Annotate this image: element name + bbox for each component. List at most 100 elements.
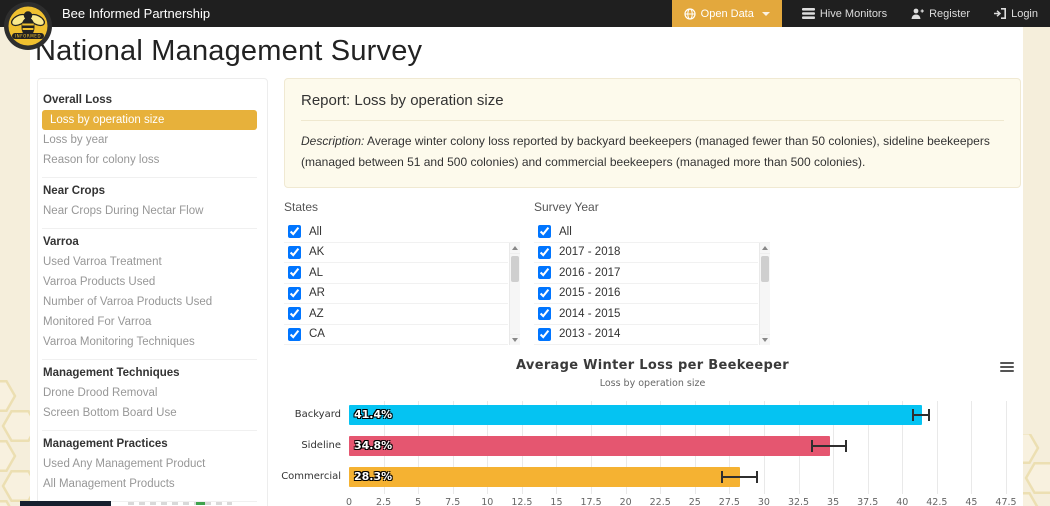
filter-option-row[interactable]: CA xyxy=(284,325,508,345)
sidebar-item[interactable]: Loss by year xyxy=(43,134,109,146)
x-axis-tick-label: 17.5 xyxy=(580,497,602,506)
error-bar-line xyxy=(913,414,929,416)
error-bar-line xyxy=(812,445,846,447)
chart-export-menu-icon[interactable] xyxy=(999,360,1015,374)
scrollbar-up-arrow[interactable] xyxy=(510,243,520,254)
x-axis-tick-label: 0 xyxy=(345,497,353,506)
nav-login-label: Login xyxy=(1011,7,1038,20)
filter-option-label: 2017 - 2018 xyxy=(559,246,621,259)
filter-option-row[interactable]: AK xyxy=(284,243,508,263)
filter-option-row[interactable]: 2015 - 2016 xyxy=(534,284,758,304)
filter-option-label: AR xyxy=(309,287,325,300)
chart-category-label: Backyard xyxy=(294,409,341,420)
chart-gridline xyxy=(1006,401,1007,494)
report-divider xyxy=(301,120,1004,121)
filter-option-checkbox[interactable] xyxy=(538,286,551,300)
sidebar-item[interactable]: Near Crops During Nectar Flow xyxy=(43,205,204,217)
filter-option-checkbox[interactable] xyxy=(288,225,301,239)
sidebar-group: Varroa Used Varroa Treatment Varroa Produc… xyxy=(42,228,257,359)
filter-option-row[interactable]: 2014 - 2015 xyxy=(534,304,758,325)
filters-row: States All AK AL AR AZ CA Survey Year All 2017… xyxy=(284,200,1021,345)
chart-bar-sideline[interactable]: 34.8% xyxy=(349,436,831,456)
scroll-up-icon xyxy=(512,245,518,250)
filter-option-row[interactable]: 2016 - 2017 xyxy=(534,263,758,284)
bee-informed-logo[interactable]: INFORMED xyxy=(4,2,52,50)
nav-hive-monitors[interactable]: Hive Monitors xyxy=(790,0,899,27)
sidebar-item[interactable]: Drone Drood Removal xyxy=(43,387,158,399)
sidebar-item[interactable]: Reason for colony loss xyxy=(43,154,160,166)
sidebar-group-header: Varroa xyxy=(43,236,79,248)
sidebar-item[interactable]: Varroa Products Used xyxy=(43,276,156,288)
filter-option-checkbox[interactable] xyxy=(288,266,301,280)
sidebar-item[interactable]: Used Varroa Treatment xyxy=(43,256,162,268)
below-fold-green-mark xyxy=(196,502,205,505)
filter-option-label: All xyxy=(309,225,322,238)
scrollbar-down-arrow[interactable] xyxy=(510,334,520,345)
chart-title: Average Winter Loss per Beekeeper xyxy=(516,358,789,373)
scrollbar[interactable] xyxy=(759,242,770,345)
sidebar-item[interactable]: Loss by operation size xyxy=(42,110,257,130)
x-axis-tick-label: 12.5 xyxy=(511,497,533,506)
filter-option-label: AZ xyxy=(309,307,324,320)
filter-option-checkbox[interactable] xyxy=(538,266,551,280)
filter-option-checkbox[interactable] xyxy=(288,327,301,341)
filter-option-label: AL xyxy=(309,266,324,279)
filter-option-row[interactable]: All xyxy=(534,222,770,243)
filter-option-checkbox[interactable] xyxy=(538,225,551,239)
x-axis-tick-label: 35 xyxy=(827,497,840,506)
chart-plot: Backyard 41.4% Sideline 34.8% Commercial 28.3… xyxy=(281,401,1007,494)
nav-register[interactable]: Register xyxy=(899,0,982,27)
x-axis-tick-label: 32.5 xyxy=(787,497,810,506)
filter-option-checkbox[interactable] xyxy=(288,307,301,321)
filter-option-row[interactable]: AR xyxy=(284,284,508,304)
error-bar-cap xyxy=(811,440,814,452)
sidebar-group: Management Practices Used Any Management … xyxy=(42,430,257,501)
scrollbar[interactable] xyxy=(509,242,520,345)
nav-hive-monitors-label: Hive Monitors xyxy=(819,7,888,20)
filter-option-row[interactable]: AZ xyxy=(284,304,508,325)
filter-option-row[interactable]: 2013 - 2014 xyxy=(534,325,758,345)
scroll-down-icon xyxy=(762,338,768,342)
filter-option-checkbox[interactable] xyxy=(288,245,301,259)
top-navbar: Bee Informed Partnership Open Data Hive … xyxy=(0,0,1050,27)
filter-option-row[interactable]: AL xyxy=(284,263,508,284)
survey-year-list: All 2017 - 2018 2016 - 2017 2015 - 2016 2014… xyxy=(534,222,770,345)
chart-bar-commercial[interactable]: 28.3% xyxy=(349,467,741,487)
filter-option-checkbox[interactable] xyxy=(538,307,551,321)
sidebar-item[interactable]: Number of Varroa Products Used xyxy=(43,296,213,308)
x-axis-tick-label: 42.5 xyxy=(926,497,948,506)
scrollbar-thumb[interactable] xyxy=(511,255,519,282)
below-fold-dark-bar xyxy=(20,501,111,506)
sidebar-item[interactable]: Screen Bottom Board Use xyxy=(43,407,177,419)
sidebar-item[interactable]: All Management Products xyxy=(43,478,175,490)
nav-open-data[interactable]: Open Data xyxy=(671,0,782,27)
filter-option-checkbox[interactable] xyxy=(538,245,551,259)
scrollbar-up-arrow[interactable] xyxy=(760,243,770,254)
sidebar-item[interactable]: Monitored For Varroa xyxy=(43,316,152,328)
main-column: Report: Loss by operation size Descripti… xyxy=(281,78,1021,506)
x-axis-tick-label: 45 xyxy=(965,497,978,506)
filter-option-row[interactable]: All xyxy=(284,222,520,243)
error-bar-cap xyxy=(844,440,847,452)
filter-option-row[interactable]: 2017 - 2018 xyxy=(534,243,758,263)
filter-option-checkbox[interactable] xyxy=(538,327,551,341)
error-bar-cap xyxy=(756,471,759,483)
scrollbar-thumb[interactable] xyxy=(761,255,769,282)
filter-option-scroll-area: AK AL AR AZ CA xyxy=(284,242,520,345)
sidebar-group: Near Crops Near Crops During Nectar Flow xyxy=(42,177,257,228)
filter-option-label: 2016 - 2017 xyxy=(559,266,621,279)
sidebar-group: Overall Loss Loss by operation size Loss b… xyxy=(42,87,257,177)
x-axis-tick-label: 7.5 xyxy=(445,497,461,506)
sidebar-item[interactable]: Used Any Management Product xyxy=(43,458,206,470)
survey-year-filter: Survey Year All 2017 - 2018 2016 - 2017 201… xyxy=(534,200,770,345)
states-list: All AK AL AR AZ CA xyxy=(284,222,520,345)
sidebar-item[interactable]: Varroa Monitoring Techniques xyxy=(43,336,195,348)
brand-title[interactable]: Bee Informed Partnership xyxy=(62,6,211,21)
error-bar-cap xyxy=(927,409,930,421)
error-bar-cap xyxy=(912,409,915,421)
chart-bar-backyard[interactable]: 41.4% xyxy=(349,405,922,425)
bar-data-label: 34.8% xyxy=(354,439,393,452)
filter-option-checkbox[interactable] xyxy=(288,286,301,300)
scrollbar-down-arrow[interactable] xyxy=(760,334,770,345)
nav-login[interactable]: Login xyxy=(982,0,1050,27)
